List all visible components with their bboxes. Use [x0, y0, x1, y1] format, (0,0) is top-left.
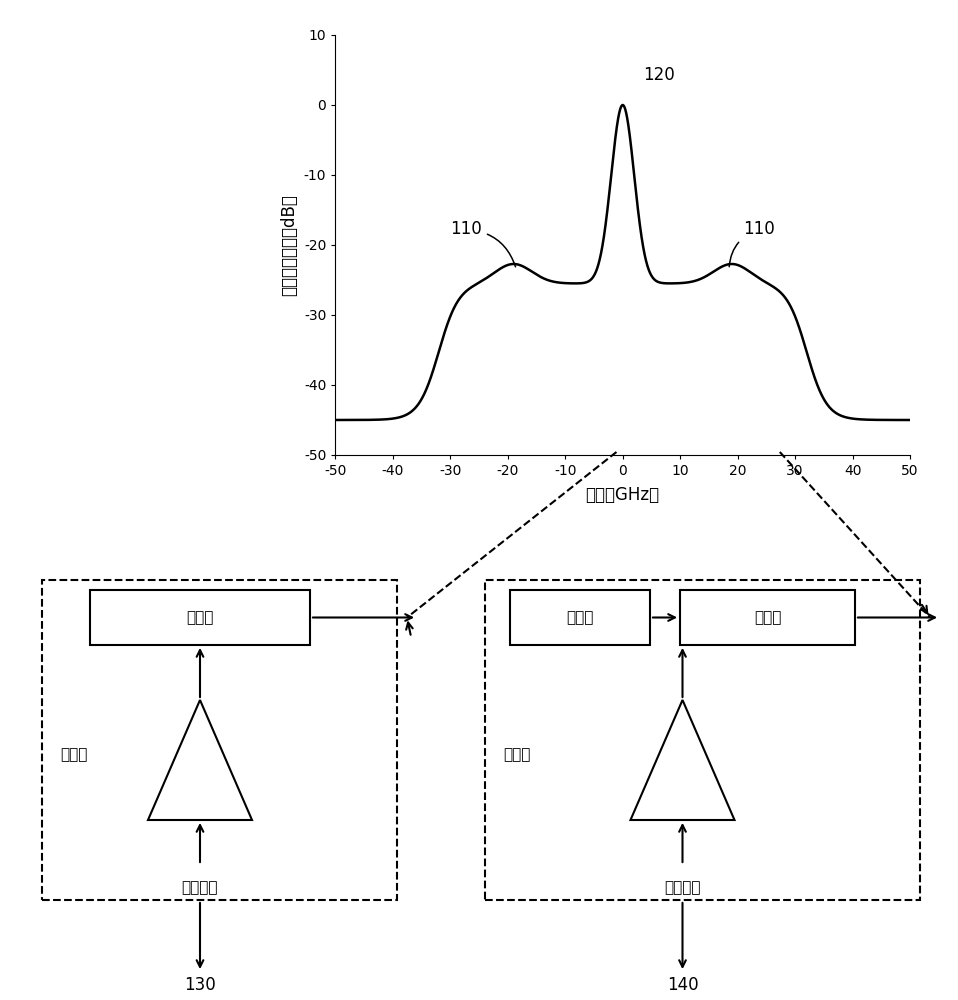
Text: 数字信号: 数字信号 [182, 880, 218, 895]
Text: 调制器: 调制器 [754, 610, 781, 625]
Text: 110: 110 [450, 220, 515, 267]
Bar [680, 590, 855, 645]
Text: 120: 120 [643, 66, 674, 84]
Text: 130: 130 [184, 976, 216, 994]
Text: 激光器: 激光器 [566, 610, 594, 625]
Text: 140: 140 [667, 976, 698, 994]
X-axis label: 频率（GHz）: 频率（GHz） [585, 486, 660, 504]
Text: 110: 110 [729, 220, 775, 267]
Bar [510, 590, 650, 645]
Bar [485, 580, 920, 900]
Text: 驱动器: 驱动器 [60, 748, 87, 762]
Y-axis label: 归一化光功率（dB）: 归一化光功率（dB） [281, 194, 298, 296]
Text: 驱动器: 驱动器 [503, 748, 531, 762]
Text: 数字信号: 数字信号 [664, 880, 700, 895]
Bar [42, 580, 397, 900]
Text: 激光器: 激光器 [186, 610, 214, 625]
Bar [90, 590, 310, 645]
